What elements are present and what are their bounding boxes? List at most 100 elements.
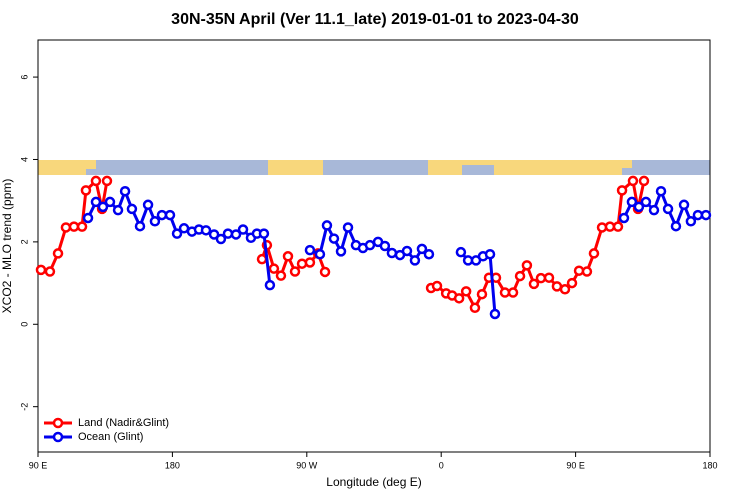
point bbox=[460, 286, 472, 297]
land-strip bbox=[494, 160, 622, 175]
point bbox=[60, 222, 72, 233]
x-tick-label: 90 E bbox=[566, 460, 585, 470]
point bbox=[268, 263, 280, 274]
point bbox=[90, 196, 102, 208]
land-strip bbox=[86, 160, 96, 169]
point bbox=[90, 175, 102, 187]
point bbox=[678, 199, 690, 211]
point bbox=[514, 270, 526, 282]
point bbox=[409, 255, 421, 266]
point bbox=[535, 272, 547, 284]
point bbox=[626, 196, 638, 208]
point bbox=[521, 260, 533, 271]
point bbox=[633, 201, 645, 213]
point bbox=[401, 245, 413, 257]
point bbox=[476, 288, 488, 300]
x-tick-label: 180 bbox=[165, 460, 180, 470]
land-strip bbox=[622, 160, 632, 168]
point bbox=[82, 212, 94, 224]
point bbox=[296, 258, 308, 269]
point bbox=[80, 185, 92, 196]
land-ocean-strip bbox=[38, 160, 710, 175]
point bbox=[638, 175, 650, 187]
point bbox=[469, 302, 481, 314]
point bbox=[662, 203, 674, 215]
point bbox=[222, 228, 234, 239]
x-tick-label: 180 bbox=[702, 460, 717, 470]
point bbox=[507, 287, 519, 298]
legend-marker bbox=[52, 431, 64, 443]
point bbox=[559, 284, 571, 295]
point bbox=[304, 257, 316, 268]
land-strip bbox=[268, 160, 323, 175]
x-tick-label: 0 bbox=[439, 460, 444, 470]
point bbox=[112, 204, 124, 216]
point bbox=[142, 199, 154, 211]
point bbox=[543, 272, 555, 283]
point bbox=[171, 228, 183, 239]
y-tick-label: 4 bbox=[19, 157, 29, 162]
point bbox=[314, 248, 326, 260]
point bbox=[264, 279, 276, 291]
point bbox=[453, 293, 465, 304]
point bbox=[551, 281, 563, 292]
y-tick-label: -2 bbox=[19, 403, 29, 411]
point bbox=[604, 221, 616, 232]
point bbox=[134, 220, 146, 232]
y-axis-label: XCO2 - MLO trend (ppm) bbox=[0, 179, 14, 314]
point bbox=[566, 277, 578, 289]
point bbox=[431, 280, 443, 292]
point bbox=[275, 270, 287, 281]
point bbox=[35, 264, 47, 276]
point bbox=[101, 175, 113, 187]
land-strip bbox=[428, 160, 462, 175]
point bbox=[670, 220, 682, 232]
point bbox=[335, 246, 347, 257]
point bbox=[126, 203, 138, 215]
point bbox=[528, 278, 540, 290]
land-strip bbox=[462, 160, 494, 165]
plot-frame bbox=[37, 39, 711, 453]
point bbox=[119, 185, 131, 197]
point bbox=[386, 247, 398, 259]
point bbox=[76, 221, 88, 232]
point bbox=[52, 248, 64, 259]
point bbox=[685, 216, 697, 227]
point bbox=[44, 266, 56, 277]
legend-label: Ocean (Glint) bbox=[78, 431, 143, 443]
point bbox=[364, 239, 376, 251]
point bbox=[612, 221, 624, 232]
point bbox=[499, 287, 511, 298]
point bbox=[200, 225, 212, 236]
point bbox=[230, 229, 242, 240]
point bbox=[328, 233, 340, 244]
land-strip bbox=[38, 160, 86, 175]
point bbox=[149, 216, 161, 227]
point bbox=[618, 212, 630, 224]
point bbox=[256, 253, 268, 265]
point bbox=[379, 240, 391, 252]
point bbox=[282, 251, 294, 262]
point bbox=[97, 201, 109, 213]
point bbox=[319, 266, 331, 278]
point bbox=[215, 233, 227, 245]
point bbox=[321, 220, 333, 231]
point bbox=[416, 243, 428, 255]
point bbox=[164, 209, 176, 221]
x-tick-label: 90 W bbox=[296, 460, 318, 470]
point bbox=[692, 209, 704, 221]
y-tick-label: 0 bbox=[19, 322, 29, 327]
point bbox=[616, 185, 628, 196]
point bbox=[700, 209, 712, 221]
point bbox=[208, 229, 220, 240]
point bbox=[627, 175, 639, 187]
chart-title: 30N-35N April (Ver 11.1_late) 2019-01-01… bbox=[171, 11, 579, 28]
point bbox=[455, 246, 467, 258]
point bbox=[489, 308, 501, 320]
point bbox=[156, 209, 168, 221]
point bbox=[484, 248, 496, 260]
y-tick-label: 6 bbox=[19, 75, 29, 80]
legend-marker bbox=[52, 417, 64, 429]
